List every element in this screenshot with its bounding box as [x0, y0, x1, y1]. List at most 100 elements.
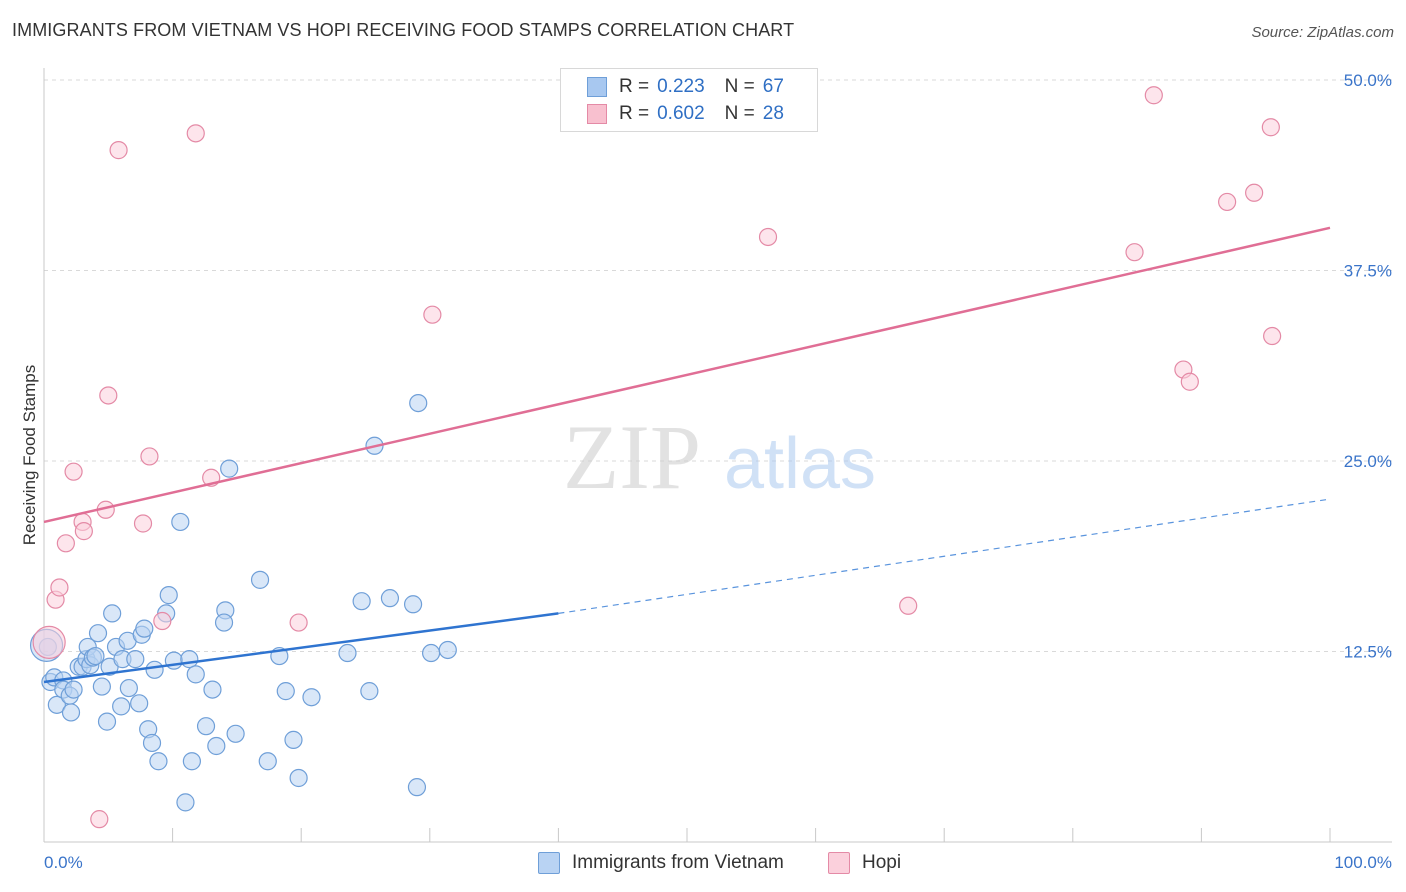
data-point: [176, 793, 195, 812]
legend-r-label: R =: [619, 103, 650, 124]
data-point: [153, 611, 172, 631]
data-point: [203, 680, 222, 699]
watermark-atlas: atlas: [724, 424, 876, 504]
legend-row-hopi: R = 0.602 N = 28: [587, 102, 784, 126]
legend-n-label: N =: [724, 76, 755, 97]
data-point: [64, 680, 83, 699]
data-point: [352, 592, 371, 611]
series-legend: Immigrants from Vietnam Hopi: [0, 852, 1406, 878]
data-point: [119, 678, 138, 698]
legend-n-value: 67: [762, 76, 784, 97]
data-point: [289, 768, 308, 788]
data-point: [88, 624, 108, 643]
data-point: [258, 752, 277, 771]
data-point: [423, 305, 442, 324]
data-point: [1261, 118, 1280, 137]
legend-label-hopi: Hopi: [862, 852, 902, 873]
data-point: [1125, 243, 1144, 262]
data-point: [302, 688, 321, 707]
data-point: [186, 665, 205, 684]
legend-swatch-hopi: [587, 104, 607, 124]
data-point: [130, 694, 149, 713]
data-point: [133, 514, 153, 533]
data-point: [180, 650, 199, 669]
watermark: ZIP atlas: [563, 406, 876, 508]
legend-r-value: 0.602: [657, 103, 705, 124]
data-point: [74, 522, 93, 541]
data-point: [50, 578, 69, 597]
data-point: [196, 717, 216, 736]
data-point: [47, 695, 66, 714]
data-point: [407, 778, 427, 797]
data-point: [758, 227, 778, 247]
data-point: [380, 589, 400, 608]
legend-r-value: 0.223: [657, 76, 705, 97]
stats-legend: R = 0.223 N = 67 R = 0.602 N = 28: [560, 68, 818, 132]
data-point: [86, 646, 105, 666]
data-point: [1144, 86, 1163, 105]
data-point: [207, 736, 226, 756]
data-point: [145, 660, 164, 679]
x-tick-label: 100.0%: [1334, 853, 1392, 872]
y-tick-label: 50.0%: [1344, 71, 1392, 90]
trend-line-vietnam-extension: [558, 498, 1331, 614]
data-point: [140, 447, 159, 466]
data-point: [142, 733, 162, 753]
data-point: [56, 534, 75, 553]
legend-n-label: N =: [724, 103, 755, 124]
legend-r-label: R =: [619, 76, 650, 97]
data-point: [214, 613, 234, 632]
data-point: [284, 730, 303, 749]
data-point: [1263, 326, 1282, 346]
watermark-zip: ZIP: [563, 406, 701, 508]
x-tick-label: 0.0%: [44, 853, 83, 872]
data-point: [360, 682, 379, 701]
y-tick-label: 25.0%: [1344, 452, 1392, 471]
chart-title: IMMIGRANTS FROM VIETNAM VS HOPI RECEIVIN…: [12, 20, 795, 40]
source-note: Source: ZipAtlas.com: [1251, 24, 1394, 41]
data-point: [899, 596, 918, 615]
data-point: [32, 625, 66, 659]
data-point: [186, 124, 205, 143]
data-point: [99, 386, 118, 405]
legend-item-hopi[interactable]: Hopi: [828, 852, 901, 874]
axes: [43, 68, 1392, 843]
legend-swatch-hopi: [828, 852, 850, 874]
data-point: [64, 462, 83, 481]
legend-swatch-vietnam: [538, 852, 560, 874]
legend-n-value: 28: [762, 103, 784, 124]
data-points: [29, 86, 1282, 829]
data-point: [250, 570, 270, 589]
data-point: [1180, 372, 1199, 391]
series-vietnam: [29, 393, 457, 812]
data-point: [403, 595, 423, 614]
data-point: [149, 752, 168, 771]
data-point: [1218, 192, 1237, 212]
data-point: [276, 682, 295, 701]
data-point: [92, 677, 111, 696]
data-point: [126, 650, 145, 669]
data-point: [112, 697, 131, 716]
series-hopi: [32, 86, 1282, 829]
data-point: [338, 643, 357, 663]
data-point: [61, 703, 81, 722]
trend-line-vietnam: [43, 612, 559, 684]
data-point: [109, 141, 128, 160]
data-point: [438, 640, 457, 660]
data-point: [135, 619, 154, 638]
data-point: [171, 512, 190, 532]
data-point: [103, 604, 122, 623]
legend-item-vietnam[interactable]: Immigrants from Vietnam: [538, 852, 784, 874]
data-point: [220, 459, 239, 478]
y-tick-label: 37.5%: [1344, 262, 1392, 281]
data-point: [90, 810, 109, 829]
data-point: [159, 586, 178, 605]
data-point: [421, 643, 441, 663]
data-point: [226, 724, 245, 743]
trend-line-hopi: [43, 226, 1331, 524]
data-point: [1245, 183, 1264, 202]
axis-ticks: 12.5% 25.0% 37.5% 50.0% 0.0% 100.0%: [44, 71, 1392, 872]
legend-label-vietnam: Immigrants from Vietnam: [572, 852, 784, 873]
data-point: [182, 752, 201, 771]
